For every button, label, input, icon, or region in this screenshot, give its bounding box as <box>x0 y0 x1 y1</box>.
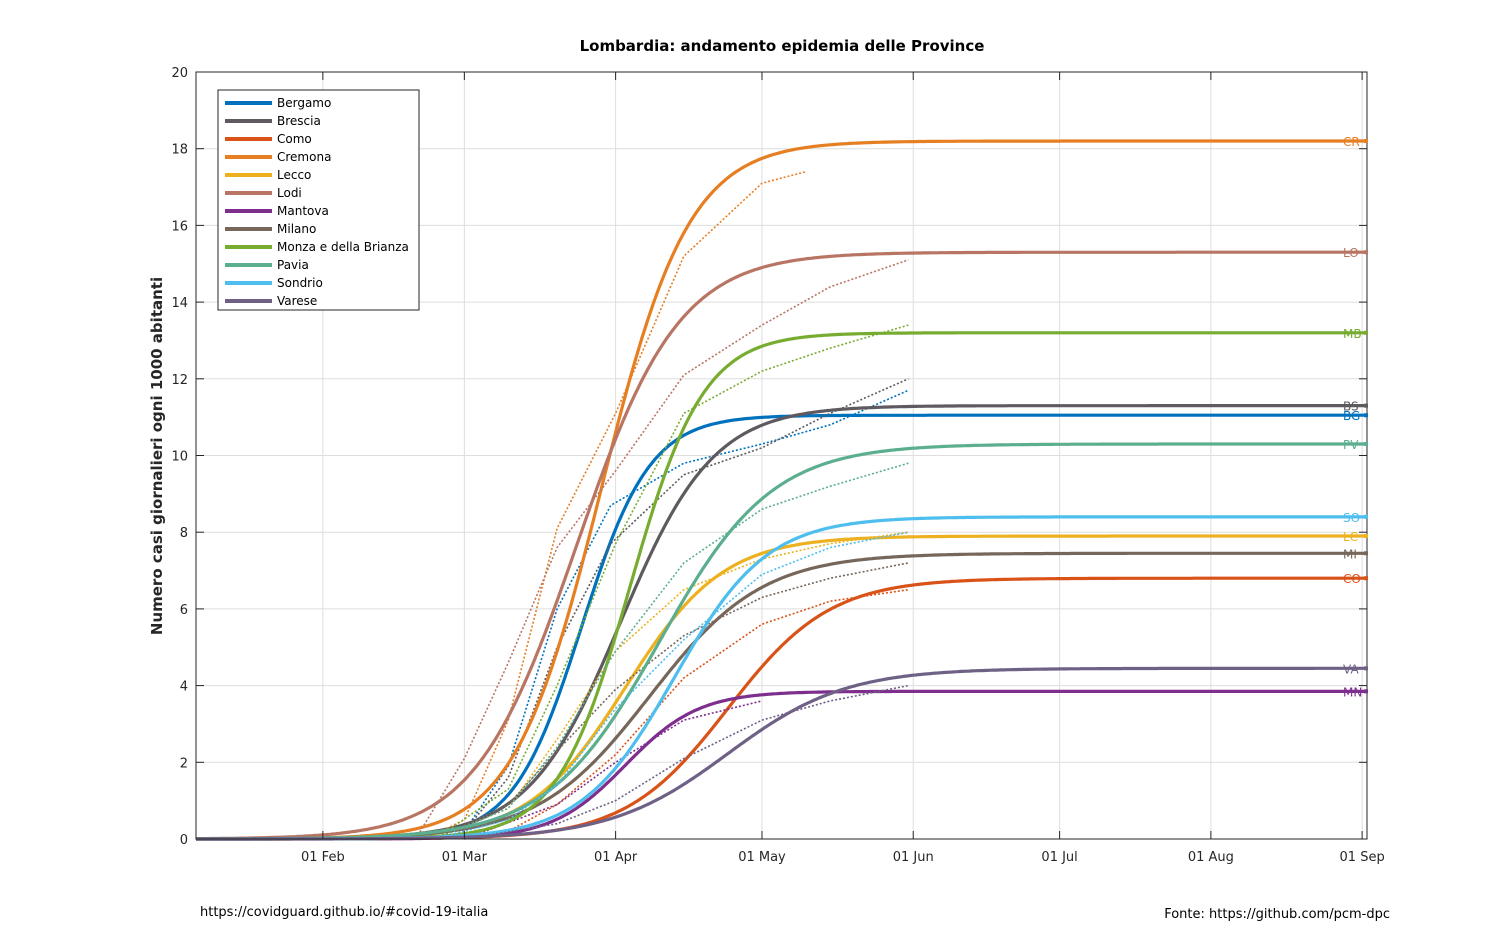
series-fit-line <box>196 534 1367 841</box>
y-tick-label: 4 <box>180 680 188 695</box>
series-fit-line <box>196 139 1367 841</box>
y-tick-label: 2 <box>180 756 188 771</box>
series-end-label: VA <box>1343 662 1359 676</box>
series-fit-line <box>196 442 1367 841</box>
y-tick-label: 20 <box>171 66 188 81</box>
y-tick-label: 10 <box>171 450 188 465</box>
legend-label: Varese <box>277 294 317 308</box>
series-end-marker <box>1364 403 1368 408</box>
series-observed-line <box>464 700 763 840</box>
legend-label: Pavia <box>277 258 309 272</box>
legend-label: Cremona <box>277 150 331 164</box>
series-end-label: LC <box>1343 530 1358 544</box>
series-end-marker <box>1364 534 1368 539</box>
series-end-marker <box>1364 139 1368 144</box>
x-tick-label: 01 Feb <box>301 850 345 865</box>
x-tick-label: 01 Apr <box>594 850 638 865</box>
series-fit-line <box>196 404 1367 841</box>
series-fit-line <box>196 413 1367 841</box>
y-tick-label: 12 <box>171 373 188 388</box>
x-tick-label: 01 Jun <box>893 850 934 865</box>
x-tick-label: 01 Mar <box>442 850 488 865</box>
series-observed-line <box>424 170 807 840</box>
series-end-label: CO <box>1343 572 1361 586</box>
y-tick-label: 18 <box>171 143 188 158</box>
series-end-label: BG <box>1343 409 1360 423</box>
legend-label: Milano <box>277 222 316 236</box>
series-end-marker <box>1364 666 1368 671</box>
series-observed-line <box>434 562 909 840</box>
grid <box>196 71 1367 840</box>
series-end-label: MI <box>1343 547 1357 561</box>
legend-box <box>217 89 420 311</box>
series-fit-line <box>196 551 1367 841</box>
series-end-marker <box>1364 413 1368 418</box>
series-observed-line <box>434 324 909 840</box>
x-tick-label: 01 Aug <box>1188 850 1234 865</box>
series-observed-line <box>435 588 909 840</box>
y-tick-label: 6 <box>180 603 188 618</box>
series-fit-line <box>196 515 1367 841</box>
axis-ticks: 01 Feb 01 Mar 01 Apr 01 May 01 Jun 01 Jul 01 A… <box>171 66 1384 865</box>
legend-label: Monza e della Brianza <box>277 240 409 254</box>
series-end-marker <box>1364 250 1368 255</box>
series-fit-line <box>195 250 1367 841</box>
series-fit-line <box>196 331 1367 841</box>
series-end-marker <box>1364 689 1368 694</box>
series-end-label: PV <box>1343 438 1359 452</box>
series-end-label: LO <box>1343 246 1359 260</box>
legend-label: Sondrio <box>277 276 323 290</box>
series-observed-line <box>414 259 909 840</box>
series-end-label: MB <box>1343 327 1362 341</box>
y-axis-label: Numero casi giornalieri ogni 1000 abitan… <box>148 277 166 635</box>
legend-label: Lecco <box>277 168 311 182</box>
series-end-marker <box>1364 514 1368 519</box>
footer-data-source: Fonte: https://github.com/pcm-dpc <box>1164 907 1390 922</box>
legend-label: Como <box>277 132 312 146</box>
legend: Bergamo Brescia Como Cremona Lecco Lodi Mantov… <box>217 89 420 311</box>
series-end-marker <box>1364 330 1368 335</box>
series-observed-line <box>434 531 909 840</box>
y-tick-label: 8 <box>180 526 188 541</box>
x-tick-label: 01 May <box>738 850 786 865</box>
series-end-marker <box>1364 551 1368 556</box>
series-end-label: SO <box>1343 511 1360 525</box>
y-tick-label: 14 <box>171 296 188 311</box>
chart-title: Lombardia: andamento epidemia delle Prov… <box>580 37 985 55</box>
legend-label: Bergamo <box>277 96 331 110</box>
legend-label: Lodi <box>277 186 302 200</box>
legend-label: Brescia <box>277 114 321 128</box>
x-tick-label: 01 Jul <box>1041 850 1077 865</box>
legend-label: Mantova <box>277 204 329 218</box>
plot-lines <box>195 139 1367 841</box>
series-end-label: CR <box>1343 135 1360 149</box>
series-end-label: BS <box>1343 400 1359 414</box>
series-observed-line <box>434 462 909 840</box>
y-tick-label: 0 <box>180 833 188 848</box>
y-tick-label: 16 <box>171 219 188 234</box>
x-tick-label: 01 Sep <box>1340 850 1385 865</box>
series-end-marker <box>1364 576 1368 581</box>
series-observed-line <box>464 684 909 840</box>
footer-source-url: https://covidguard.github.io/#covid-19-i… <box>200 905 489 920</box>
series-end-label: MN <box>1343 685 1362 699</box>
series-observed-line <box>434 378 909 840</box>
series-fit-line <box>196 689 1367 841</box>
series-end-marker <box>1364 441 1368 446</box>
